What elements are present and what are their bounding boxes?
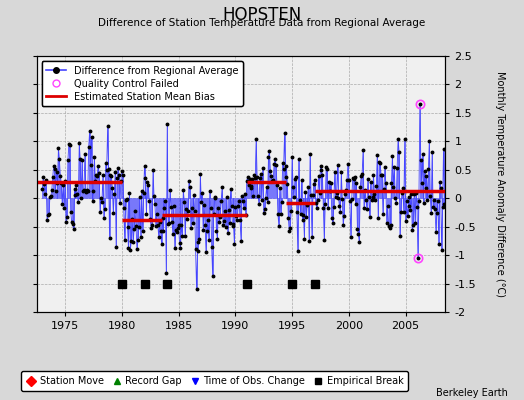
Text: Difference of Station Temperature Data from Regional Average: Difference of Station Temperature Data f…	[99, 18, 425, 28]
Legend: Difference from Regional Average, Quality Control Failed, Estimated Station Mean: Difference from Regional Average, Qualit…	[41, 61, 243, 106]
Y-axis label: Monthly Temperature Anomaly Difference (°C): Monthly Temperature Anomaly Difference (…	[496, 71, 506, 297]
Text: Berkeley Earth: Berkeley Earth	[436, 388, 508, 398]
Legend: Station Move, Record Gap, Time of Obs. Change, Empirical Break: Station Move, Record Gap, Time of Obs. C…	[20, 372, 408, 391]
Text: HOPSTEN: HOPSTEN	[222, 6, 302, 24]
